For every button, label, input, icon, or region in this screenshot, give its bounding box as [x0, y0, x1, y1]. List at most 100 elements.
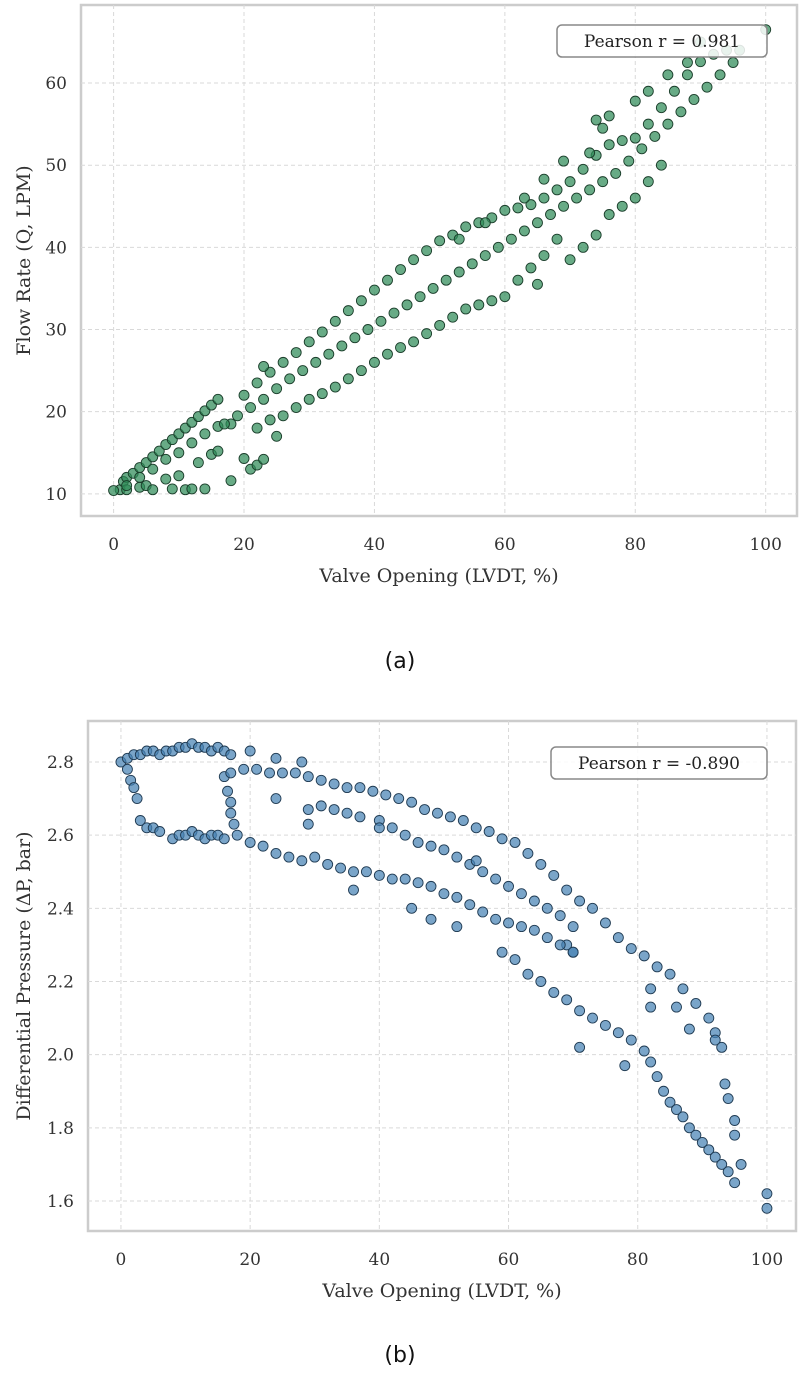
scatter-point [535, 858, 547, 870]
annotation-frame [556, 24, 768, 58]
scatter-point [393, 793, 405, 805]
scatter-point [671, 1104, 682, 1115]
scatter-point [401, 299, 413, 311]
scatter-point [228, 818, 240, 830]
scatter-point [368, 356, 380, 368]
scatter-point [695, 56, 706, 68]
scatter-point [603, 139, 615, 151]
scatter-point [610, 167, 622, 179]
scatter-point [528, 895, 540, 907]
scatter-point [619, 1060, 631, 1072]
scatter-point [567, 946, 579, 958]
scatter-point [451, 851, 463, 863]
scatter-point [590, 229, 602, 241]
y-tick-label: 2.2 [47, 972, 74, 992]
scatter-point [375, 315, 387, 327]
scatter-point [636, 143, 648, 155]
scatter-point [329, 315, 341, 327]
scatter-point [574, 895, 586, 907]
scatter-point [271, 383, 283, 395]
y-tick-label: 2.8 [47, 753, 74, 773]
scatter-point [341, 807, 353, 819]
scatter-point [603, 209, 615, 220]
scatter-point [716, 1041, 728, 1053]
scatter-point [225, 796, 237, 808]
scatter-point [516, 921, 527, 933]
scatter-point [134, 471, 146, 483]
scatter-point [729, 1177, 741, 1189]
x-axis-label: Valve Opening (LVDT, %) [318, 565, 558, 587]
scatter-point [108, 485, 120, 496]
scatter-point [432, 807, 443, 819]
scatter-point [382, 348, 393, 360]
scatter-point [192, 457, 204, 469]
scatter-point [302, 771, 314, 783]
scatter-point [645, 1056, 657, 1068]
x-tick-label: 0 [108, 535, 119, 555]
scatter-point [451, 891, 463, 903]
scatter-point [212, 445, 224, 457]
scatter-point [296, 855, 308, 867]
scatter-point [541, 902, 553, 914]
x-tick-label: 40 [369, 1250, 391, 1270]
scatter-point [329, 381, 341, 393]
scatter-point [421, 245, 433, 257]
scatter-point [532, 217, 543, 229]
scatter-point [212, 393, 224, 405]
scatter-point [434, 235, 446, 247]
scatter-point [688, 94, 700, 105]
scatter-point [554, 939, 566, 951]
scatter-point [477, 906, 489, 918]
scatter-point [518, 225, 530, 237]
scatter-point [545, 209, 556, 220]
scatter-point [701, 81, 713, 93]
scatter-point [642, 85, 654, 97]
scatter-point [538, 250, 550, 262]
scatter-point [675, 106, 687, 118]
scatter-point [258, 453, 270, 465]
scatter-point [584, 147, 596, 159]
scatter-point [425, 913, 437, 925]
scatter-point [642, 118, 654, 130]
x-tick-label: 20 [239, 1250, 261, 1270]
scatter-point [683, 1122, 695, 1134]
scatter-points [115, 738, 773, 1214]
scatter-point [671, 1001, 682, 1013]
scatter-points [108, 24, 772, 496]
scatter-point [492, 241, 504, 253]
scatter-point [677, 983, 689, 995]
scatter-point [645, 983, 657, 995]
scatter-point [629, 95, 641, 107]
scatter-point [590, 114, 602, 126]
scatter-point [251, 422, 263, 434]
scatter-point [316, 326, 328, 338]
x-tick-label: 100 [751, 1250, 783, 1270]
x-tick-label: 20 [233, 535, 255, 555]
scatter-point [134, 815, 146, 826]
scatter-point [160, 453, 172, 465]
scatter-point [238, 389, 250, 401]
scatter-point [199, 428, 211, 440]
scatter-point [696, 1137, 708, 1148]
scatter-point [554, 910, 566, 922]
scatter-point [264, 414, 276, 426]
scatter-point [561, 994, 573, 1006]
y-tick-label: 40 [45, 238, 67, 258]
scatter-point [271, 430, 283, 442]
panel-caption: (a) [385, 649, 416, 674]
x-tick-label: 40 [364, 535, 386, 555]
scatter-point [232, 410, 243, 422]
scatter-point [425, 880, 437, 892]
scatter-point [722, 1166, 734, 1178]
scatter-point [147, 463, 159, 475]
scatter-point [310, 356, 322, 368]
scatter-point [355, 295, 367, 307]
scatter-point [662, 69, 674, 81]
scatter-point [399, 829, 411, 841]
scatter-point [512, 274, 524, 286]
scatter-point [427, 282, 439, 294]
scatter-point [414, 291, 426, 303]
tick-labels: 0 20 40 60 80 100 1.6 1.8 2.0 2.2 2.4 2.6 2.8 [47, 753, 783, 1270]
scatter-point [642, 176, 654, 188]
scatter-point [121, 763, 133, 775]
